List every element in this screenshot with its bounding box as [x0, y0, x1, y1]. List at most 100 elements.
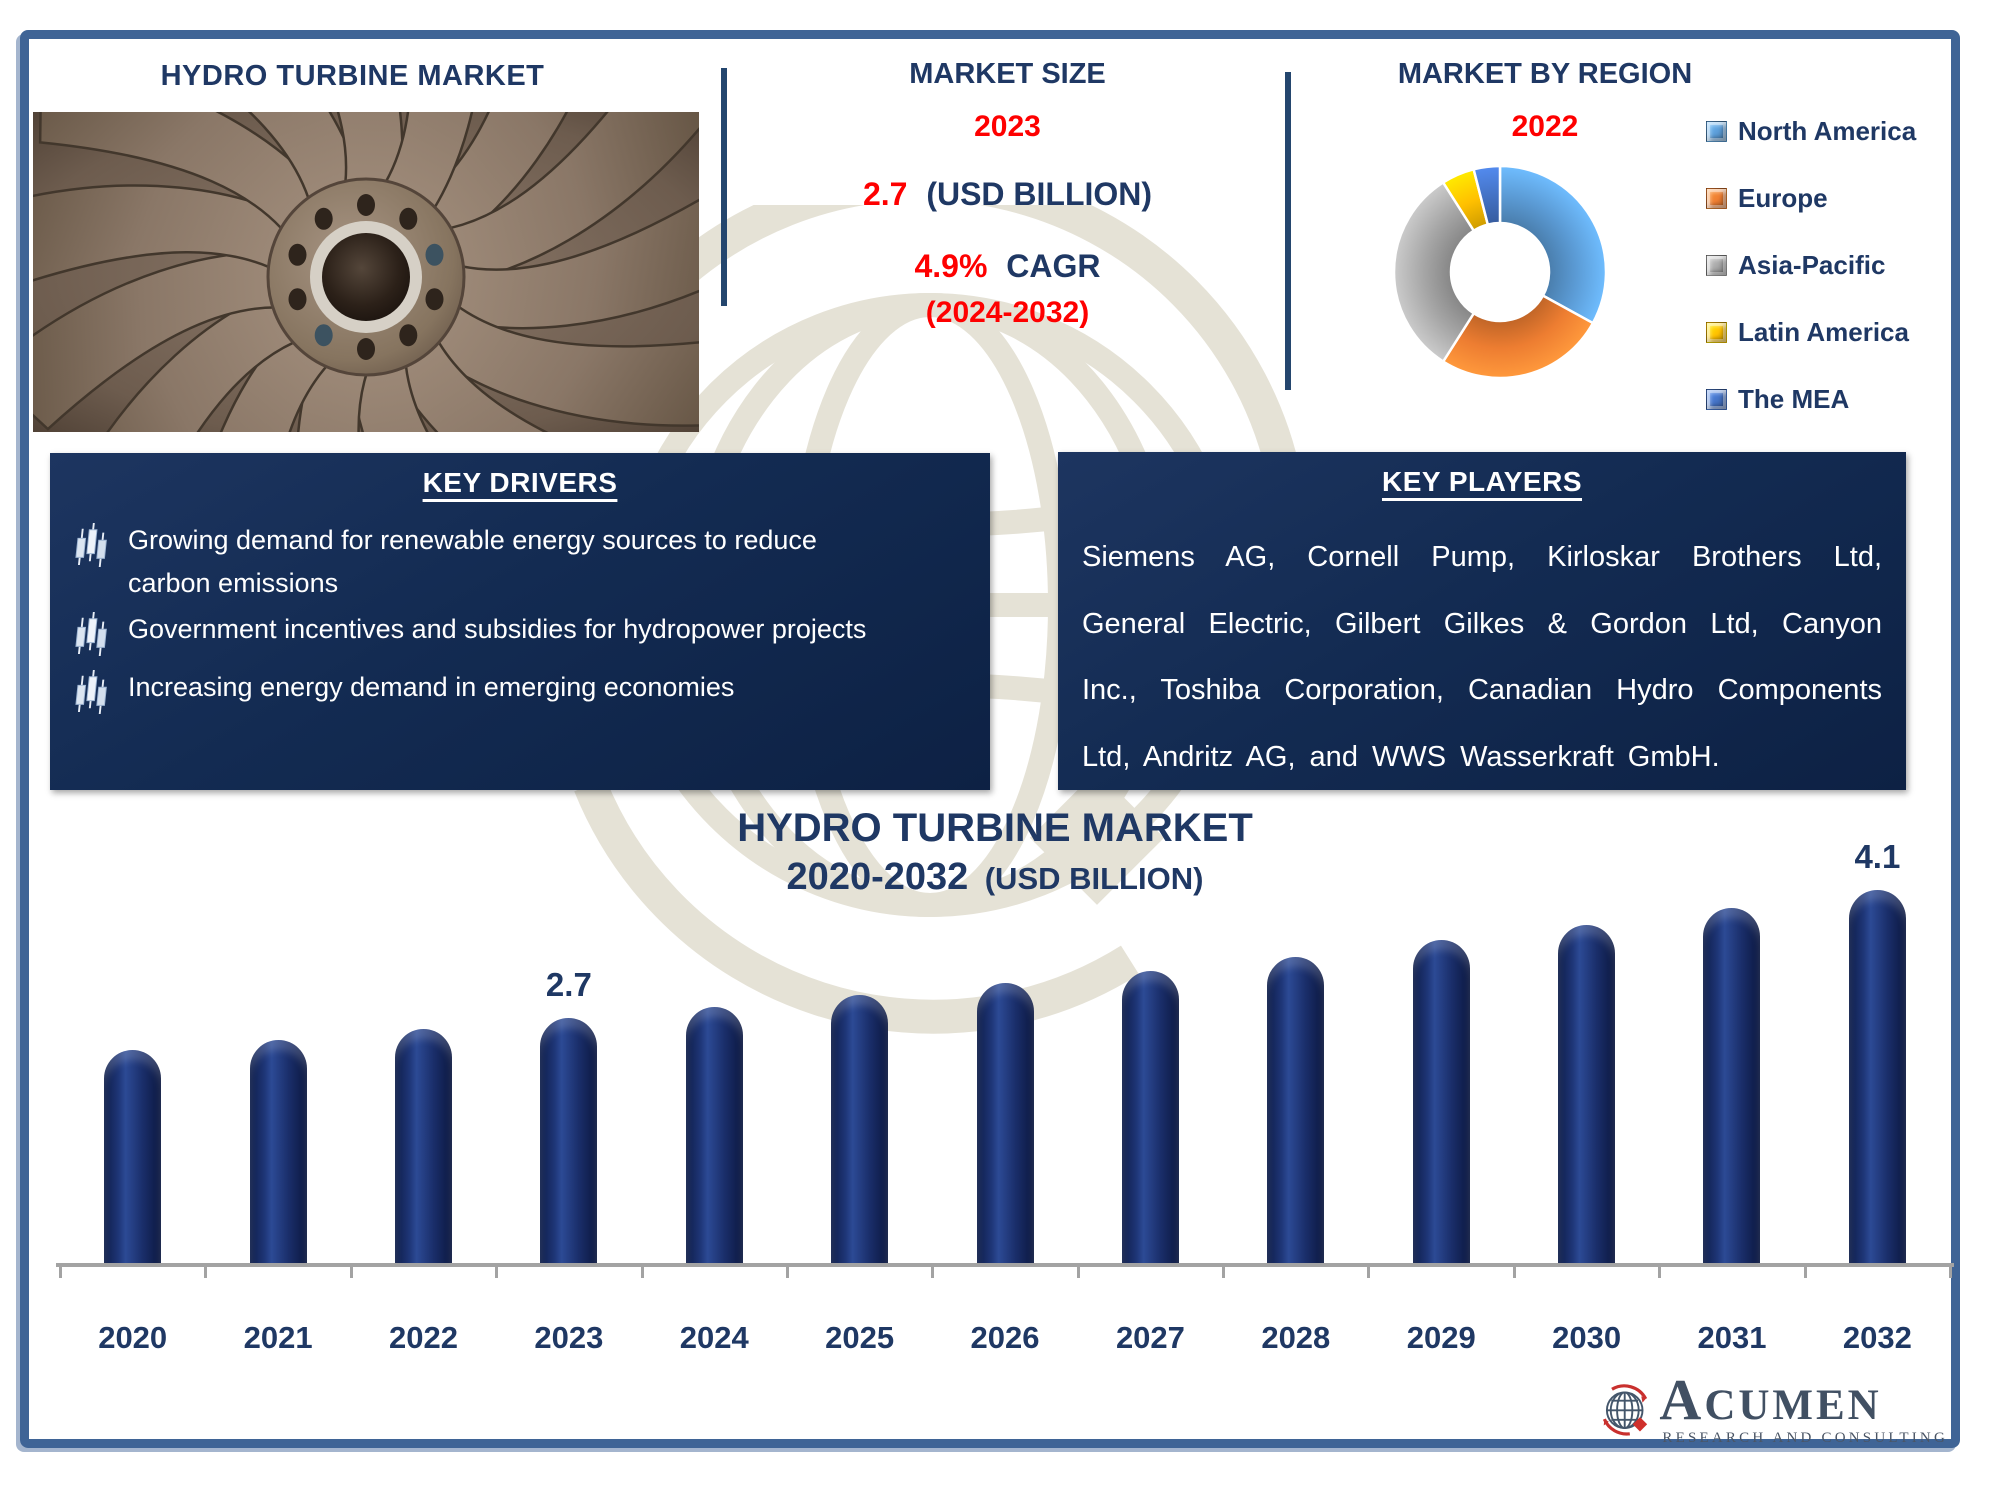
brand-tagline: RESEARCH AND CONSULTING	[1662, 1430, 1948, 1446]
x-axis-label-2020: 2020	[98, 1320, 168, 1355]
legend-item-asia-pacific: Asia-Pacific	[1706, 250, 1966, 280]
bar-slot-2025	[787, 880, 932, 1264]
market-size-value-line: 2.7 (USD BILLION)	[745, 176, 1270, 213]
x-axis-label-2024: 2024	[679, 1320, 749, 1355]
cagr-label: CAGR	[1006, 248, 1101, 284]
turbine-bolt-hole	[399, 324, 418, 347]
axis-tick	[495, 1267, 499, 1278]
chart-bars-bullet-icon	[74, 610, 116, 663]
bar-slot-2031	[1659, 880, 1804, 1264]
axis-tick	[1222, 1267, 1226, 1278]
key-driver-text: Government incentives and subsidies for …	[128, 614, 867, 645]
axis-tick	[1512, 1267, 1516, 1278]
turbine-blade	[375, 298, 659, 432]
turbine-blade	[349, 319, 553, 432]
x-axis-label-2025: 2025	[825, 1320, 895, 1355]
bar-2020	[104, 1050, 162, 1264]
bar-chart-subtitle: 2020-2032 (USD BILLION)	[495, 856, 1495, 899]
legend-swatch-icon	[1706, 120, 1727, 142]
turbine-bolt-hole	[425, 288, 444, 311]
legend-swatch-icon	[1706, 321, 1727, 343]
key-driver-text: Growing demand for renewable energy sour…	[128, 525, 817, 599]
bar-chart-title: HYDRO TURBINE MARKET	[737, 806, 1253, 850]
turbine-blade	[38, 112, 344, 268]
bar-slot-2026	[932, 880, 1077, 1264]
bar-2026	[976, 983, 1034, 1264]
x-axis-label-2028: 2028	[1261, 1320, 1331, 1355]
turbine-blade	[121, 112, 370, 245]
bar-slot-2024	[642, 880, 787, 1264]
cagr-line: 4.9% CAGR	[745, 248, 1270, 285]
bar-2023	[540, 1018, 598, 1264]
key-driver-item: Government incentives and subsidies for …	[74, 608, 970, 663]
acumen-globe-icon	[1602, 1384, 1648, 1436]
bar-data-label-2023: 2.7	[545, 966, 592, 1003]
key-drivers-box: KEY DRIVERS Growing demand for renewable…	[50, 453, 990, 790]
legend-item-latin-america: Latin America	[1706, 317, 1966, 347]
legend-swatch-icon	[1706, 187, 1727, 209]
turbine-blade	[246, 112, 404, 227]
bar-slot-2029	[1369, 880, 1514, 1264]
key-players-box: KEY PLAYERS Siemens AG, Cornell Pump, Ki…	[1058, 452, 1906, 790]
axis-tick	[785, 1267, 789, 1278]
chart-bars-bullet-icon	[74, 521, 116, 574]
turbine-bolt-hole	[288, 288, 307, 311]
axis-tick	[59, 1267, 62, 1278]
x-axis-label-2021: 2021	[243, 1320, 313, 1355]
turbine-bolt-hole	[399, 207, 418, 230]
region-donut-chart	[1392, 164, 1608, 380]
brand-name: ACUMEN	[1659, 1367, 1882, 1432]
market-size-year: 2023	[974, 110, 1041, 143]
legend-label: Europe	[1738, 182, 1828, 213]
acumen-logo: ACUMEN RESEARCH AND CONSULTING	[1598, 1366, 1948, 1452]
axis-tick	[349, 1267, 353, 1278]
x-axis-label-2027: 2027	[1115, 1320, 1185, 1355]
axis-tick	[640, 1267, 644, 1278]
turbine-blade	[33, 184, 321, 293]
market-size-heading: MARKET SIZE	[909, 58, 1106, 90]
donut-segment-the-mea	[1472, 164, 1502, 227]
turbine-blade	[295, 326, 414, 432]
bar-chart-range: 2020-2032	[786, 856, 969, 898]
donut-segment-asia-pacific	[1392, 180, 1476, 364]
bar-2025	[831, 995, 889, 1264]
bar-slot-2028	[1223, 880, 1368, 1264]
bar-2032	[1848, 890, 1906, 1264]
legend-label: North America	[1738, 115, 1917, 146]
legend-swatch-icon	[1706, 254, 1727, 276]
legend-label: Asia-Pacific	[1738, 249, 1886, 280]
x-axis-line	[56, 1263, 1954, 1267]
axis-tick	[1949, 1267, 1952, 1278]
x-axis-label-2031: 2031	[1697, 1320, 1767, 1355]
legend-item-europe: Europe	[1706, 183, 1966, 213]
x-axis-label-2022: 2022	[388, 1320, 458, 1355]
axis-tick	[931, 1267, 935, 1278]
bar-2022	[394, 1029, 452, 1264]
turbine-blade	[404, 112, 699, 288]
bar-slot-2023: 2.7	[496, 880, 641, 1264]
bar-2021	[249, 1040, 307, 1264]
region-year: 2022	[1511, 110, 1579, 143]
turbine-bolt-hole	[288, 243, 307, 266]
key-drivers-title: KEY DRIVERS	[422, 467, 618, 498]
bar-2024	[685, 1007, 743, 1264]
region-legend: North America Europe Asia-Pacific Latin Ame…	[1706, 116, 1966, 451]
x-axis-label-2032: 2032	[1842, 1320, 1912, 1355]
turbine-bolt-hole	[425, 243, 444, 266]
bar-data-label-2032: 4.1	[1854, 838, 1901, 875]
axis-tick	[1658, 1267, 1662, 1278]
turbine-runner-photo	[33, 112, 699, 432]
bar-2028	[1267, 957, 1325, 1264]
key-players-text: Siemens AG, Cornell Pump, Kirloskar Brot…	[1082, 541, 1882, 774]
donut-segment-north-america	[1498, 164, 1608, 325]
bar-chart-plot-area: 2.7 4.1	[60, 838, 1950, 1264]
bar-2027	[1121, 971, 1179, 1264]
x-axis-ticks	[59, 1267, 1952, 1279]
turbine-bolt-hole	[314, 324, 333, 347]
market-size-unit: (USD BILLION)	[926, 176, 1153, 212]
x-axis-label-2030: 2030	[1552, 1320, 1622, 1355]
axis-tick	[1367, 1267, 1371, 1278]
turbine-blade	[180, 305, 363, 432]
turbine-bolt-hole	[357, 338, 375, 360]
donut-segment-europe	[1441, 293, 1595, 380]
